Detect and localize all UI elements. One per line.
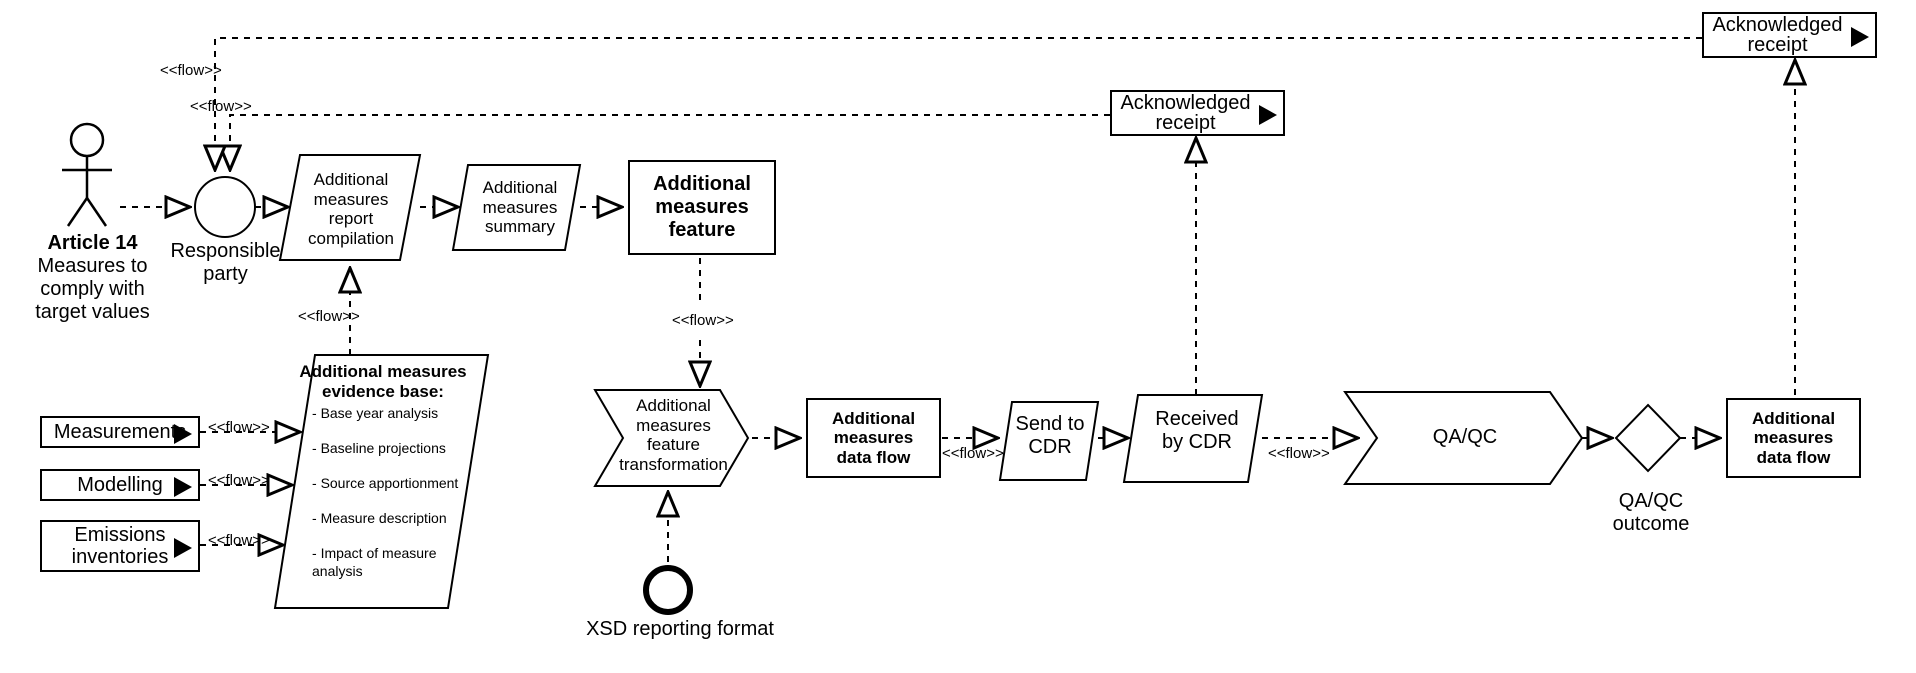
play-icon: [1851, 27, 1869, 47]
flow-label: <<flow>>: [208, 472, 270, 489]
evidence-item-4: Impact of measure analysis: [312, 545, 437, 579]
send-cdr-label: Send to CDR: [1014, 413, 1086, 459]
actor-subtitle: Measures to comply with target values: [20, 255, 165, 324]
play-icon: [174, 477, 192, 497]
evidence-item-2: Source apportionment: [321, 475, 459, 491]
responsible-party-circle: [195, 177, 255, 237]
compilation-label: Additional measures report compilation: [296, 170, 406, 248]
ack2-box: Acknowledged receipt: [1702, 12, 1877, 58]
transformation-label: Additional measures feature transformati…: [616, 396, 731, 474]
evidence-base-title: Additional measures evidence base: [299, 362, 466, 401]
input-modelling-label: Modelling: [77, 474, 163, 497]
input-measurements-label: Measurements: [54, 421, 186, 444]
qaqc-outcome-label: QA/QC outcome: [1596, 490, 1706, 536]
flow-label: <<flow>>: [160, 62, 222, 79]
evidence-item-3: Measure description: [321, 510, 447, 526]
evidence-item-1: Baseline projections: [321, 440, 446, 456]
received-cdr-label: Received by CDR: [1142, 408, 1252, 454]
actor-figure: [62, 124, 112, 226]
ack1-label: Acknowledged receipt: [1112, 93, 1259, 133]
evidence-item-0: Base year analysis: [321, 405, 439, 421]
decision-diamond: [1616, 405, 1680, 471]
play-icon: [174, 424, 192, 444]
xsd-circle: [646, 568, 690, 612]
flow-label: <<flow>>: [208, 532, 270, 549]
responsible-party-label: Responsible party: [168, 240, 283, 286]
flow-label: <<flow>>: [208, 419, 270, 436]
diagram-svg: [0, 0, 1916, 673]
dataflow2-box: Additional measures data flow: [1726, 398, 1861, 478]
ack2-label: Acknowledged receipt: [1704, 15, 1851, 55]
flow-label: <<flow>>: [672, 312, 734, 329]
input-modelling: Modelling: [40, 469, 200, 501]
qaqc-label: QA/QC: [1420, 426, 1510, 449]
flow-label: <<flow>>: [1268, 445, 1330, 462]
summary-label: Additional measures summary: [470, 178, 570, 237]
actor-title: Article 14: [20, 232, 165, 255]
flow-label: <<flow>>: [942, 445, 1004, 462]
play-icon: [1259, 105, 1277, 125]
evidence-base-content: Additional measures evidence base: - Bas…: [298, 362, 468, 580]
play-icon: [174, 538, 192, 558]
flow-label: <<flow>>: [298, 308, 360, 325]
ack1-box: Acknowledged receipt: [1110, 90, 1285, 136]
xsd-label: XSD reporting format: [570, 618, 790, 641]
actor-label: Article 14 Measures to comply with targe…: [20, 232, 165, 324]
input-emissions: Emissions inventories: [40, 520, 200, 572]
dataflow1-box: Additional measures data flow: [806, 398, 941, 478]
feature-box: Additional measures feature: [628, 160, 776, 255]
flow-label: <<flow>>: [190, 98, 252, 115]
input-measurements: Measurements: [40, 416, 200, 448]
